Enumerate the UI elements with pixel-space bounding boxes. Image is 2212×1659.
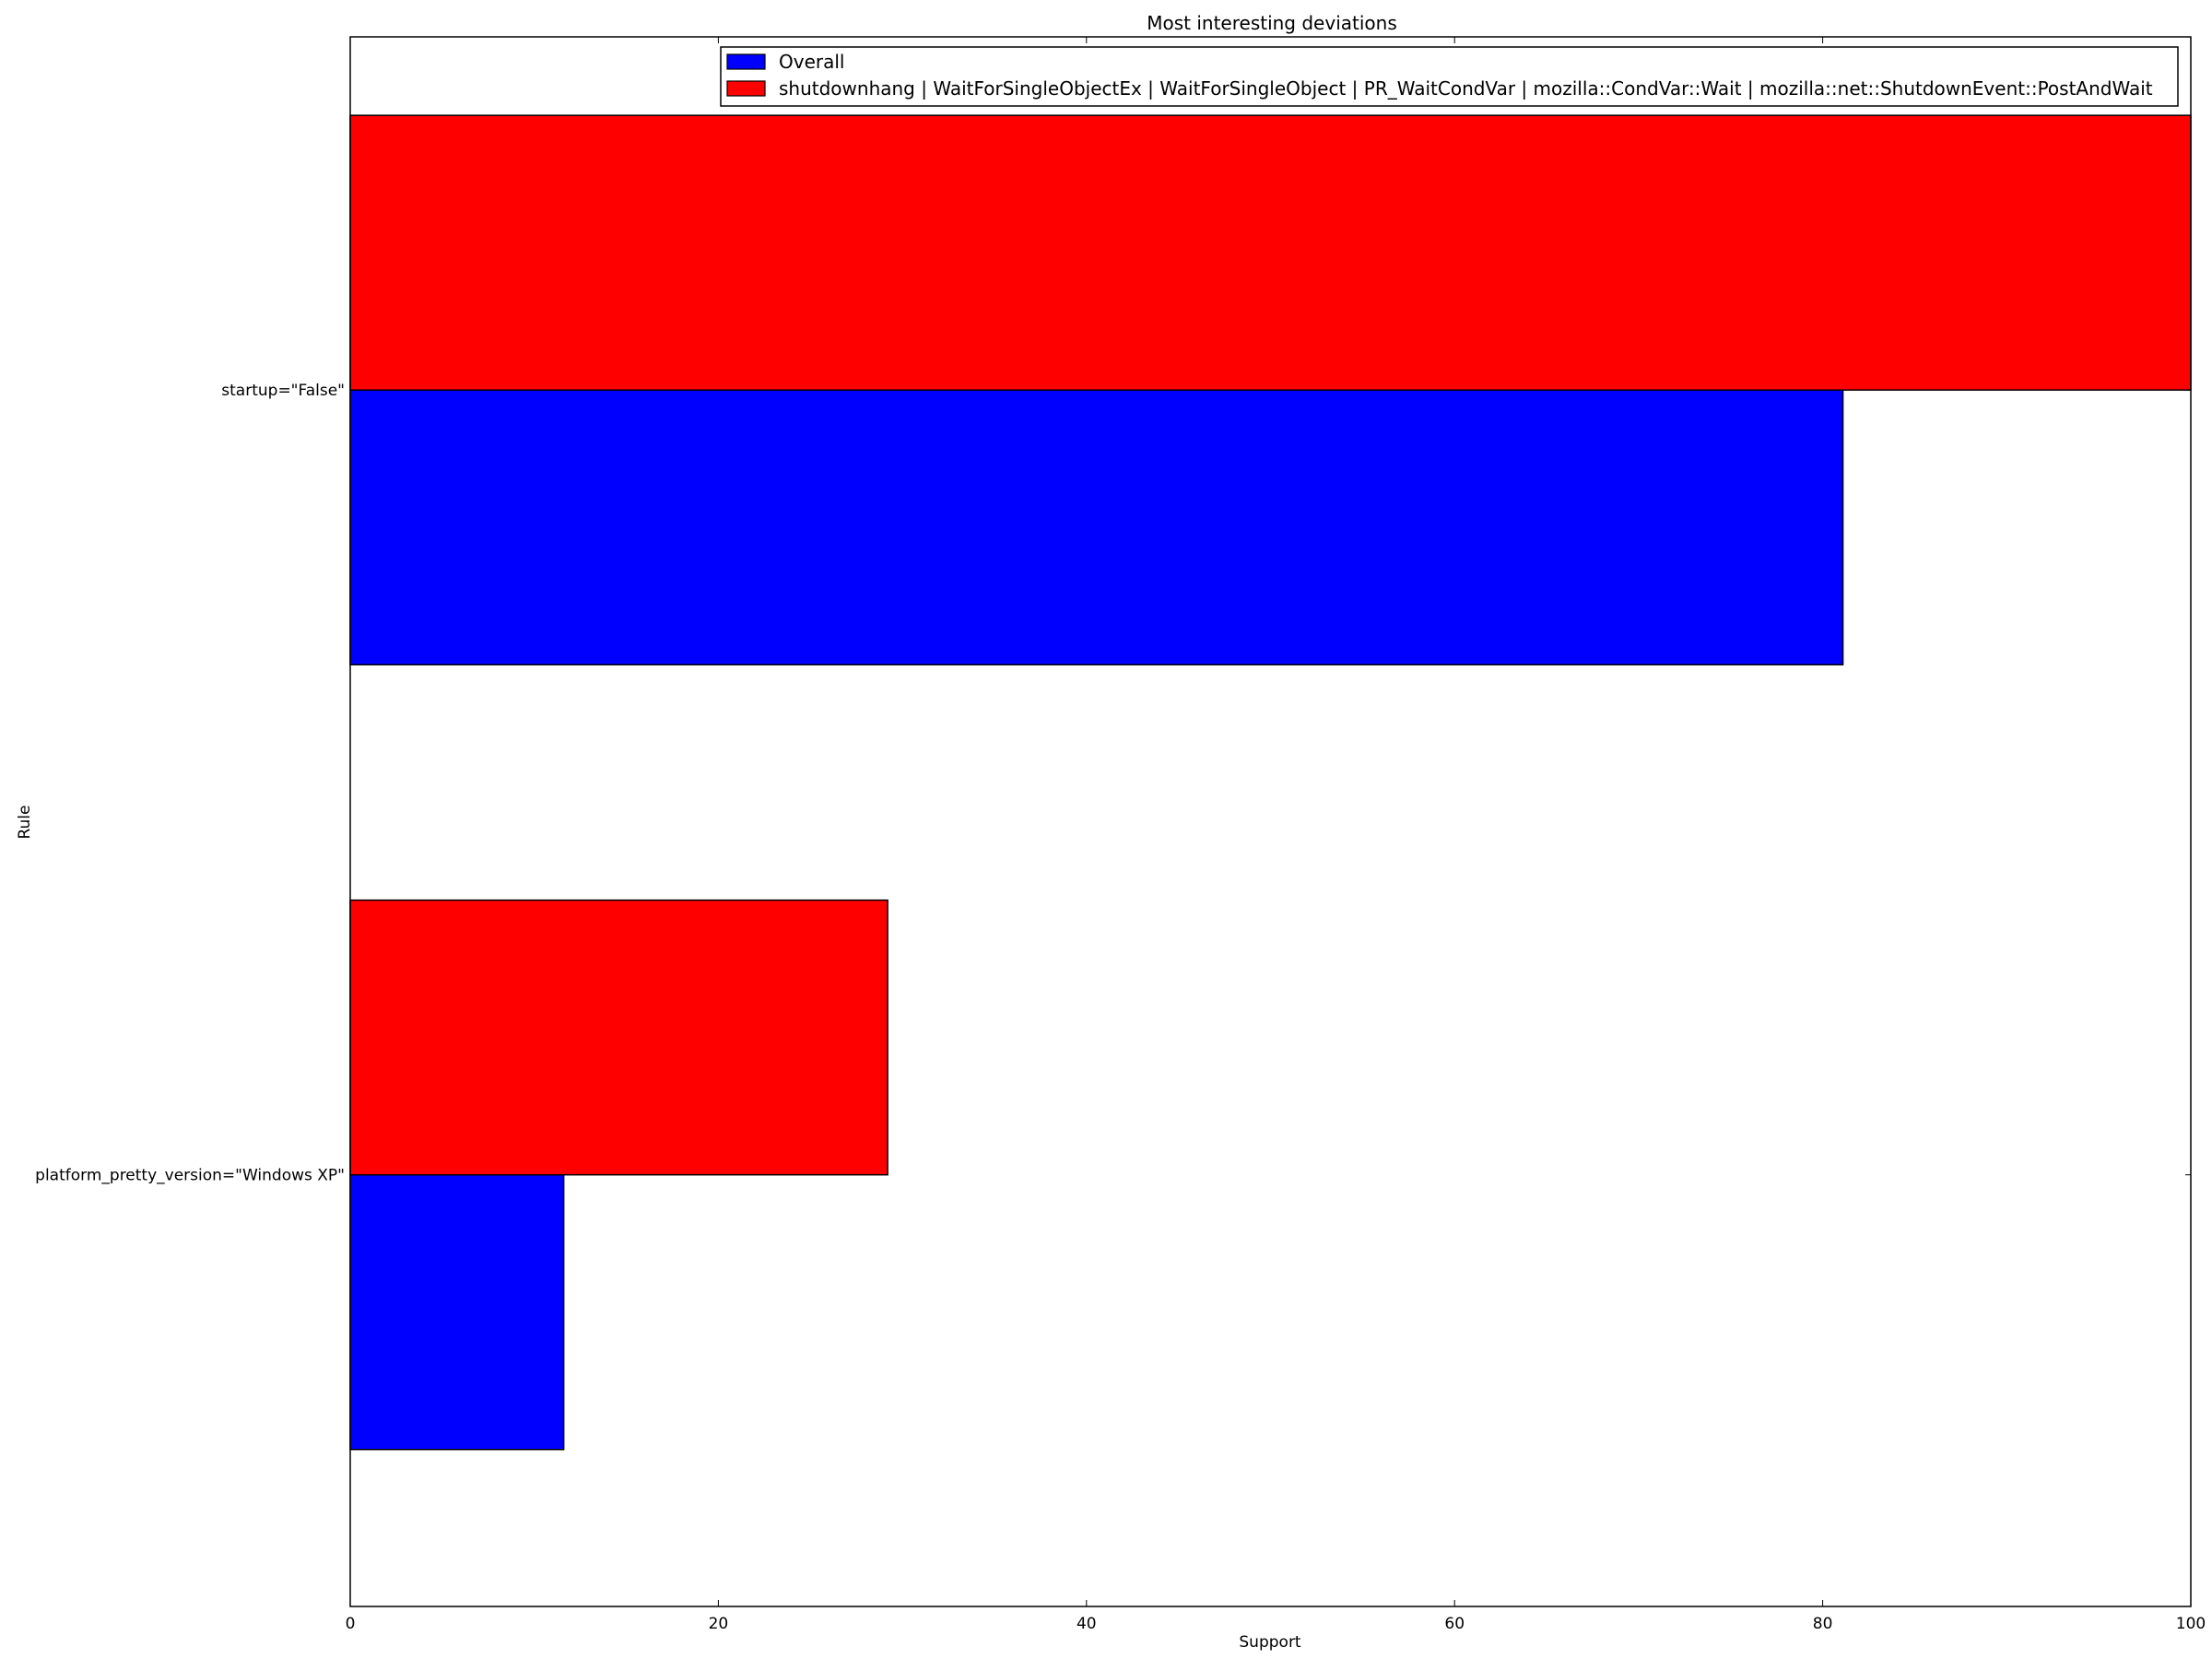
legend: Overall shutdownhang | WaitForSingleObjec…	[720, 46, 2179, 107]
legend-swatch-signature	[726, 80, 766, 97]
bars-group	[349, 114, 2192, 1451]
x-tick-label: 20	[709, 1615, 729, 1633]
x-axis-label: Support	[1239, 1633, 1301, 1652]
chart-title: Most interesting deviations	[1147, 12, 1397, 34]
y-axis-label: Rule	[16, 805, 34, 839]
legend-swatch-overall	[726, 53, 766, 70]
plot-area-frame	[349, 36, 2192, 1607]
y-axis-ticks: startup="False" platform_pretty_version="…	[35, 382, 2191, 1185]
bar-overall-platform-pretty-version-windows-xp	[349, 1173, 565, 1451]
x-tick-label: 0	[346, 1615, 356, 1633]
y-tick-label: platform_pretty_version="Windows XP"	[35, 1167, 345, 1185]
legend-label-signature: shutdownhang | WaitForSingleObjectEx | W…	[779, 77, 2153, 100]
x-axis-ticks: 0 20 40 60 80 100	[346, 37, 2206, 1633]
x-tick-label: 80	[1813, 1615, 1833, 1633]
x-tick-label: 40	[1077, 1615, 1097, 1633]
y-tick-label: startup="False"	[221, 382, 345, 400]
x-tick-label: 60	[1444, 1615, 1465, 1633]
bar-overall-startup-false	[349, 389, 1844, 665]
legend-label-overall: Overall	[779, 51, 844, 73]
legend-box	[720, 46, 2179, 107]
bar-signature-startup-false	[349, 114, 2192, 391]
x-tick-label: 100	[2176, 1615, 2206, 1633]
bar-signature-platform-pretty-version-windows-xp	[349, 899, 888, 1176]
